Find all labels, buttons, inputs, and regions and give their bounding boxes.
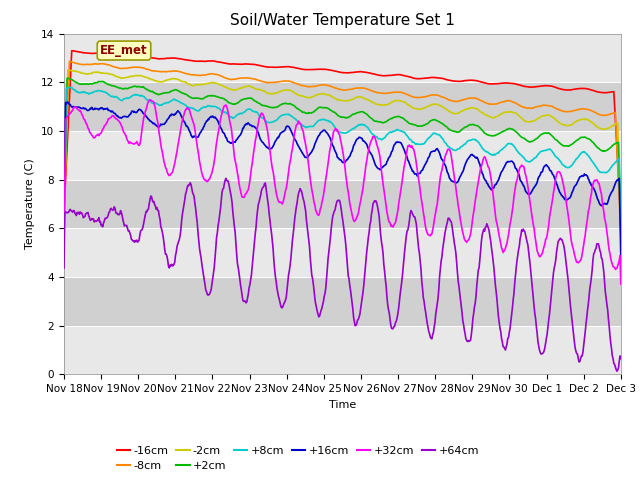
+32cm — [60, 244, 68, 250]
Bar — [64, 82, 621, 131]
+64cm — [617, 356, 625, 361]
-16cm — [428, 74, 435, 80]
+64cm — [222, 176, 230, 181]
+64cm — [127, 237, 135, 242]
+8cm — [617, 228, 625, 233]
-8cm — [185, 71, 193, 77]
+16cm — [617, 253, 625, 259]
Bar — [64, 34, 621, 82]
+16cm — [214, 119, 222, 124]
+2cm — [71, 79, 79, 84]
Line: -2cm: -2cm — [64, 70, 621, 223]
+16cm — [185, 126, 193, 132]
+2cm — [617, 226, 625, 232]
+8cm — [71, 87, 79, 93]
+64cm — [613, 368, 621, 374]
-16cm — [68, 48, 76, 54]
+64cm — [214, 230, 221, 236]
Line: +64cm: +64cm — [64, 179, 621, 371]
-2cm — [128, 73, 136, 79]
+16cm — [128, 108, 136, 114]
Line: +32cm: +32cm — [64, 100, 621, 284]
-8cm — [617, 231, 625, 237]
-8cm — [65, 59, 73, 64]
Bar — [64, 180, 621, 228]
-16cm — [214, 59, 222, 65]
+64cm — [60, 265, 68, 271]
Bar — [64, 228, 621, 277]
Y-axis label: Temperature (C): Temperature (C) — [26, 158, 35, 250]
Bar — [64, 131, 621, 180]
Text: EE_met: EE_met — [100, 44, 148, 57]
+32cm — [127, 141, 135, 146]
-2cm — [71, 68, 79, 74]
+64cm — [184, 182, 192, 188]
-2cm — [411, 106, 419, 111]
+16cm — [60, 208, 68, 214]
-8cm — [411, 95, 419, 100]
-2cm — [64, 67, 72, 73]
+8cm — [128, 93, 136, 99]
-2cm — [428, 102, 435, 108]
+2cm — [128, 84, 136, 90]
-2cm — [617, 220, 625, 226]
+8cm — [214, 105, 222, 111]
-16cm — [128, 52, 136, 58]
-2cm — [185, 81, 193, 87]
+32cm — [185, 106, 193, 112]
+8cm — [411, 141, 419, 146]
Line: -16cm: -16cm — [64, 51, 621, 218]
-8cm — [214, 72, 222, 78]
+2cm — [214, 94, 222, 100]
-8cm — [428, 92, 435, 98]
+2cm — [411, 122, 419, 128]
Legend: -16cm, -8cm, -2cm, +2cm, +8cm, +16cm, +32cm, +64cm: -16cm, -8cm, -2cm, +2cm, +8cm, +16cm, +3… — [112, 441, 483, 476]
+16cm — [411, 171, 419, 177]
-16cm — [71, 48, 79, 54]
Line: +8cm: +8cm — [64, 87, 621, 231]
-16cm — [411, 75, 419, 81]
+16cm — [428, 149, 435, 155]
-8cm — [60, 204, 68, 210]
+16cm — [63, 99, 71, 105]
Bar — [64, 277, 621, 326]
+64cm — [411, 214, 419, 220]
+8cm — [64, 84, 72, 90]
+8cm — [185, 105, 193, 110]
-16cm — [60, 209, 68, 215]
+64cm — [70, 208, 78, 214]
+2cm — [60, 223, 68, 229]
+32cm — [428, 231, 435, 237]
X-axis label: Time: Time — [329, 400, 356, 409]
+32cm — [70, 105, 78, 110]
-16cm — [185, 57, 193, 63]
Line: -8cm: -8cm — [64, 61, 621, 234]
+32cm — [146, 97, 154, 103]
-2cm — [214, 81, 222, 86]
+32cm — [411, 152, 419, 157]
+16cm — [71, 104, 79, 110]
-8cm — [71, 60, 79, 66]
+8cm — [428, 133, 435, 139]
-16cm — [617, 216, 625, 221]
+8cm — [60, 228, 68, 234]
+32cm — [214, 130, 222, 136]
+32cm — [617, 281, 625, 287]
+2cm — [63, 75, 71, 81]
Bar — [64, 326, 621, 374]
Line: +2cm: +2cm — [64, 78, 621, 229]
Title: Soil/Water Temperature Set 1: Soil/Water Temperature Set 1 — [230, 13, 455, 28]
-8cm — [128, 64, 136, 70]
-2cm — [60, 219, 68, 225]
+2cm — [428, 118, 435, 123]
+2cm — [185, 93, 193, 99]
+64cm — [428, 336, 435, 341]
Line: +16cm: +16cm — [64, 102, 621, 256]
